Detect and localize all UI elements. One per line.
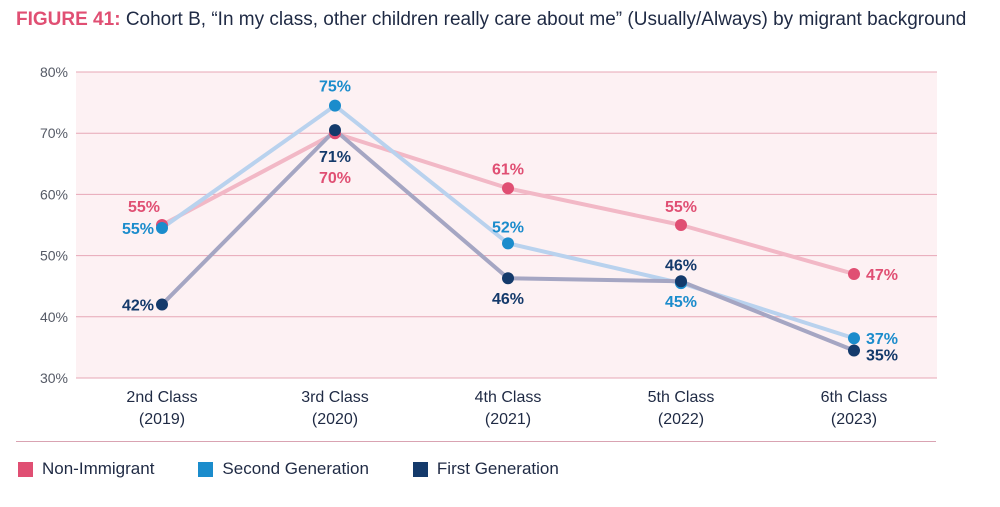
chart-title: FIGURE 41: Cohort B, “In my class, other…: [16, 9, 966, 31]
data-point: [848, 332, 860, 345]
data-label: 70%: [319, 170, 351, 187]
data-point: [156, 298, 168, 311]
y-tick-label: 80%: [40, 64, 68, 80]
x-tick-label: 5th Class: [648, 389, 715, 406]
data-point: [675, 219, 687, 231]
data-point: [502, 237, 514, 250]
data-label: 45%: [665, 294, 697, 311]
chart-legend: Non-Immigrant Second Generation First Ge…: [18, 459, 603, 479]
legend-label: Non-Immigrant: [42, 459, 155, 478]
legend-item-non-immigrant: Non-Immigrant: [18, 459, 154, 479]
data-label: 52%: [492, 219, 524, 236]
x-tick-label: 4th Class: [475, 389, 542, 406]
data-point: [156, 222, 168, 235]
legend-swatch: [412, 461, 428, 477]
legend-label: First Generation: [436, 459, 559, 478]
legend-item-second-generation: Second Generation: [198, 459, 369, 479]
legend-swatch: [198, 461, 214, 477]
x-tick-label: (2020): [312, 411, 358, 428]
data-label: 55%: [128, 199, 160, 216]
x-tick-label: (2019): [139, 411, 185, 428]
data-label: 35%: [866, 347, 898, 364]
data-label: 47%: [866, 267, 898, 284]
y-tick-label: 60%: [40, 186, 68, 202]
data-point: [675, 275, 687, 288]
figure-caption: Cohort B, “In my class, other children r…: [125, 9, 967, 30]
x-tick-label: 2nd Class: [126, 389, 197, 406]
line-chart: 30% 40% 50% 60% 70% 80% 2nd Class (2019) 3rd Cla…: [40, 64, 937, 428]
figure-number: FIGURE 41:: [16, 9, 121, 30]
data-point: [502, 182, 514, 195]
x-tick-label: (2023): [831, 411, 877, 428]
data-label: 55%: [122, 221, 154, 238]
x-tick-label: 3rd Class: [301, 389, 369, 406]
legend-swatch: [18, 461, 33, 477]
y-tick-label: 40%: [40, 309, 68, 325]
data-point: [848, 267, 860, 280]
x-tick-label: 6th Class: [821, 389, 888, 406]
data-label: 37%: [866, 331, 898, 348]
legend-item-first-generation: First Generation: [412, 459, 559, 479]
data-label: 55%: [665, 199, 697, 216]
legend-divider: [16, 441, 936, 442]
data-label: 42%: [122, 298, 154, 315]
y-tick-label: 70%: [40, 125, 68, 141]
data-label: 46%: [492, 291, 524, 308]
legend-label: Second Generation: [222, 459, 369, 478]
y-tick-label: 30%: [40, 370, 68, 386]
data-point: [329, 99, 341, 112]
data-label: 71%: [319, 149, 351, 166]
y-tick-label: 50%: [40, 248, 68, 264]
data-label: 46%: [665, 257, 697, 274]
data-label: 75%: [319, 79, 351, 96]
x-tick-label: (2021): [485, 411, 531, 428]
data-label: 61%: [492, 161, 524, 178]
data-point: [329, 124, 341, 137]
data-point: [502, 272, 514, 285]
data-point: [848, 344, 860, 357]
x-tick-label: (2022): [658, 411, 704, 428]
